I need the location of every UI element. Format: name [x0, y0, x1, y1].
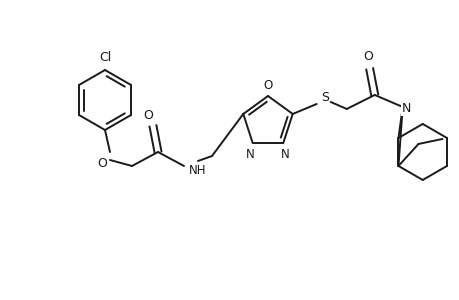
Text: O: O: [97, 157, 106, 169]
Text: Cl: Cl: [99, 50, 111, 64]
Text: O: O: [263, 79, 272, 92]
Text: N: N: [280, 148, 289, 160]
Text: NH: NH: [189, 164, 206, 176]
Text: N: N: [401, 103, 410, 116]
Text: N: N: [246, 148, 255, 160]
Text: O: O: [143, 109, 152, 122]
Text: S: S: [320, 92, 328, 104]
Text: O: O: [362, 50, 372, 64]
